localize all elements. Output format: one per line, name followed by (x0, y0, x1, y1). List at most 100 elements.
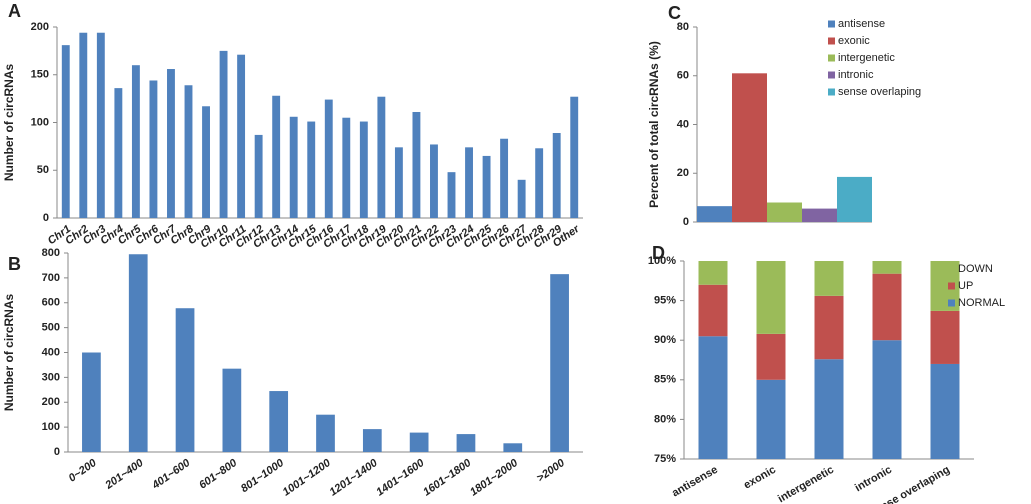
y-tick-label: 75% (654, 453, 676, 465)
bar (307, 121, 316, 218)
y-tick-label: 200 (42, 396, 60, 408)
x-tick-label: 401~600 (149, 457, 193, 493)
y-tick-label: 600 (42, 297, 60, 309)
bar (128, 254, 148, 452)
y-tick-label: 95% (654, 295, 676, 307)
bar (289, 116, 298, 218)
legend-swatch (828, 88, 835, 96)
y-tick-label: 80 (677, 21, 689, 33)
legend-label: DOWN (958, 263, 993, 275)
y-tick-label: 80% (654, 413, 676, 425)
bar (131, 65, 140, 218)
y-tick-label: 0 (54, 446, 60, 458)
bar (149, 80, 158, 218)
bar (184, 85, 193, 218)
x-tick-label: 1601~1800 (421, 457, 474, 499)
bar-segment (930, 261, 960, 311)
bar (503, 443, 523, 452)
bar (316, 414, 335, 452)
bar-segment (756, 379, 786, 459)
bar (377, 96, 386, 218)
bar-segment (698, 261, 728, 285)
bar (500, 138, 509, 218)
y-tick-label: 60 (677, 70, 689, 82)
bar-segment (872, 340, 902, 459)
panel-label: B (8, 254, 21, 274)
legend-label: intronic (838, 69, 874, 81)
bar (412, 111, 421, 218)
x-tick-label: 0~200 (67, 457, 100, 485)
bar (175, 308, 195, 452)
legend-swatch (828, 37, 835, 45)
legend-label: intergenetic (838, 52, 895, 64)
bar (732, 73, 767, 222)
panel-label: A (8, 1, 21, 21)
x-tick-label: 1801~2000 (468, 457, 521, 499)
bar (570, 96, 579, 218)
bar-segment (698, 336, 728, 459)
bar-segment (930, 363, 960, 459)
y-axis-label: Number of circRNAs (2, 293, 16, 411)
bar (767, 202, 802, 222)
bar-segment (814, 295, 844, 360)
bar (167, 69, 175, 219)
legend-label: UP (958, 280, 973, 292)
x-tick-label: 601~800 (197, 457, 240, 492)
bar (837, 176, 872, 222)
y-tick-label: 100 (31, 116, 49, 128)
x-tick-label: >2000 (535, 457, 568, 485)
bar (802, 208, 837, 222)
legend-label: exonic (838, 35, 870, 47)
legend-swatch (948, 282, 955, 290)
bar (465, 147, 473, 218)
y-tick-label: 40 (677, 118, 689, 130)
bar (79, 32, 88, 219)
y-tick-label: 300 (42, 371, 60, 383)
bar (254, 134, 263, 218)
x-tick-label: 1401~1600 (374, 457, 427, 499)
bar (430, 144, 438, 218)
legend-swatch (948, 265, 955, 273)
bar (456, 434, 476, 452)
bar (517, 179, 526, 218)
bar (202, 106, 210, 218)
y-tick-label: 700 (42, 272, 60, 284)
bar (114, 88, 123, 219)
y-tick-label: 100% (648, 255, 676, 267)
bar (61, 45, 70, 218)
y-tick-label: 200 (31, 21, 49, 33)
bar (342, 117, 351, 218)
bar (359, 121, 368, 218)
legend-swatch (828, 20, 835, 28)
x-tick-label: intronic (853, 464, 894, 495)
x-tick-label: intergenetic (776, 464, 836, 504)
bar (362, 429, 382, 452)
y-tick-label: 800 (42, 247, 60, 259)
legend-label: NORMAL (958, 297, 1005, 309)
y-tick-label: 500 (42, 322, 60, 334)
y-axis-label: Percent of total circRNAs (%) (647, 41, 661, 208)
bar (697, 206, 732, 222)
legend-label: antisense (838, 18, 885, 30)
bar-segment (872, 273, 902, 341)
bar-segment (698, 284, 728, 337)
bar (552, 133, 561, 218)
bar (550, 274, 569, 452)
bar-segment (756, 333, 786, 380)
y-tick-label: 50 (37, 164, 49, 176)
y-tick-label: 0 (43, 212, 49, 224)
x-tick-label: 1001~1200 (281, 457, 334, 499)
bar (482, 155, 491, 218)
bar (269, 391, 289, 452)
legend-swatch (828, 54, 835, 62)
x-tick-label: exonic (742, 464, 778, 492)
x-tick-label: 801~1000 (239, 457, 287, 496)
bar (219, 50, 228, 218)
legend-swatch (948, 299, 955, 307)
legend-swatch (828, 71, 835, 79)
x-tick-label: 1201~1400 (327, 457, 380, 499)
bar (96, 32, 105, 219)
y-tick-label: 400 (42, 346, 60, 358)
x-tick-label: 201~400 (103, 457, 147, 493)
